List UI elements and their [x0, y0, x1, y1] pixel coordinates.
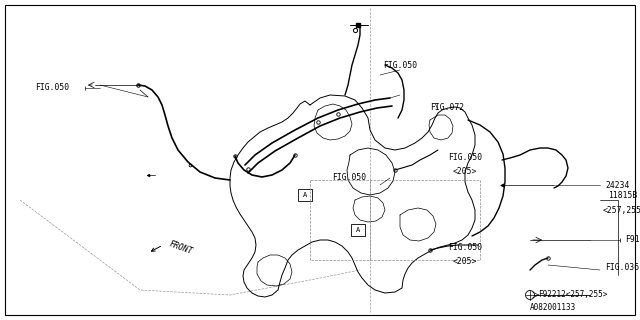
Text: 11815B: 11815B [608, 190, 637, 199]
Text: FIG.050: FIG.050 [383, 60, 417, 69]
Text: FIG.072: FIG.072 [430, 103, 464, 113]
Bar [351, 224, 365, 236]
Text: A: A [303, 192, 307, 198]
Text: F91908: F91908 [625, 236, 640, 244]
Text: FRONT: FRONT [168, 240, 194, 256]
Text: FIG.050: FIG.050 [332, 173, 366, 182]
Bar [298, 189, 312, 201]
Text: <257,255>: <257,255> [603, 205, 640, 214]
Text: FIG.036: FIG.036 [605, 263, 639, 273]
Text: <205>: <205> [453, 258, 477, 267]
Text: F92212<257,255>: F92212<257,255> [538, 291, 607, 300]
Text: FIG.050: FIG.050 [448, 244, 482, 252]
Text: FIG.050: FIG.050 [35, 84, 69, 92]
Text: FIG.050: FIG.050 [448, 154, 482, 163]
Text: 24234: 24234 [605, 180, 629, 189]
Text: A082001133: A082001133 [530, 303, 576, 313]
Text: <205>: <205> [453, 167, 477, 177]
Text: A: A [356, 227, 360, 233]
